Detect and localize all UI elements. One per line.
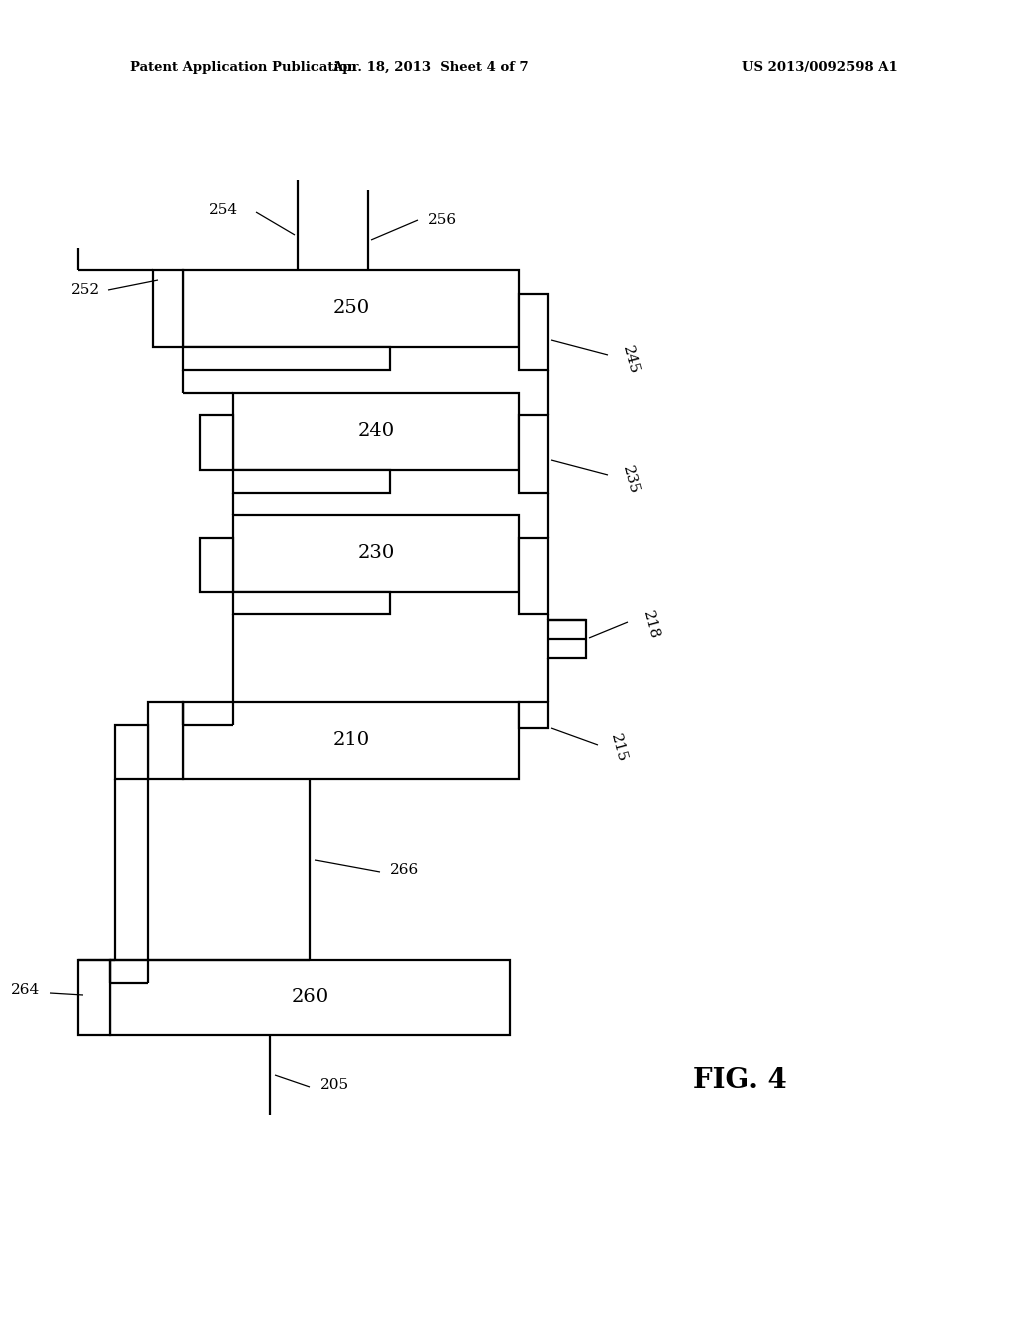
- Text: 215: 215: [608, 733, 629, 764]
- Text: 245: 245: [620, 345, 641, 376]
- Bar: [153, 271, 183, 347]
- Bar: [148, 702, 183, 779]
- Text: 240: 240: [357, 422, 394, 440]
- Text: US 2013/0092598 A1: US 2013/0092598 A1: [742, 62, 898, 74]
- Bar: [233, 470, 390, 492]
- Bar: [519, 414, 548, 492]
- Bar: [519, 294, 548, 370]
- Text: Patent Application Publication: Patent Application Publication: [130, 62, 356, 74]
- Text: 205: 205: [319, 1078, 349, 1092]
- Bar: [519, 702, 548, 729]
- Bar: [200, 539, 233, 591]
- Text: 250: 250: [333, 300, 370, 317]
- Bar: [183, 702, 519, 779]
- Text: 264: 264: [10, 983, 40, 997]
- Text: Apr. 18, 2013  Sheet 4 of 7: Apr. 18, 2013 Sheet 4 of 7: [332, 62, 528, 74]
- Bar: [233, 591, 390, 614]
- Text: 254: 254: [209, 203, 238, 216]
- Text: 266: 266: [390, 863, 419, 876]
- Bar: [519, 539, 548, 614]
- Bar: [233, 515, 519, 591]
- Bar: [110, 960, 510, 1035]
- Text: 252: 252: [71, 282, 100, 297]
- Bar: [183, 271, 519, 347]
- Bar: [183, 347, 390, 370]
- Bar: [78, 960, 110, 1035]
- Text: 210: 210: [333, 731, 370, 748]
- Text: 218: 218: [640, 609, 662, 642]
- Text: FIG. 4: FIG. 4: [693, 1067, 786, 1093]
- Bar: [548, 620, 586, 657]
- Text: 235: 235: [620, 465, 641, 496]
- Text: 260: 260: [292, 987, 329, 1006]
- Text: 230: 230: [357, 544, 394, 562]
- Bar: [200, 414, 233, 470]
- Text: 256: 256: [428, 213, 457, 227]
- Bar: [115, 725, 148, 779]
- Bar: [233, 393, 519, 470]
